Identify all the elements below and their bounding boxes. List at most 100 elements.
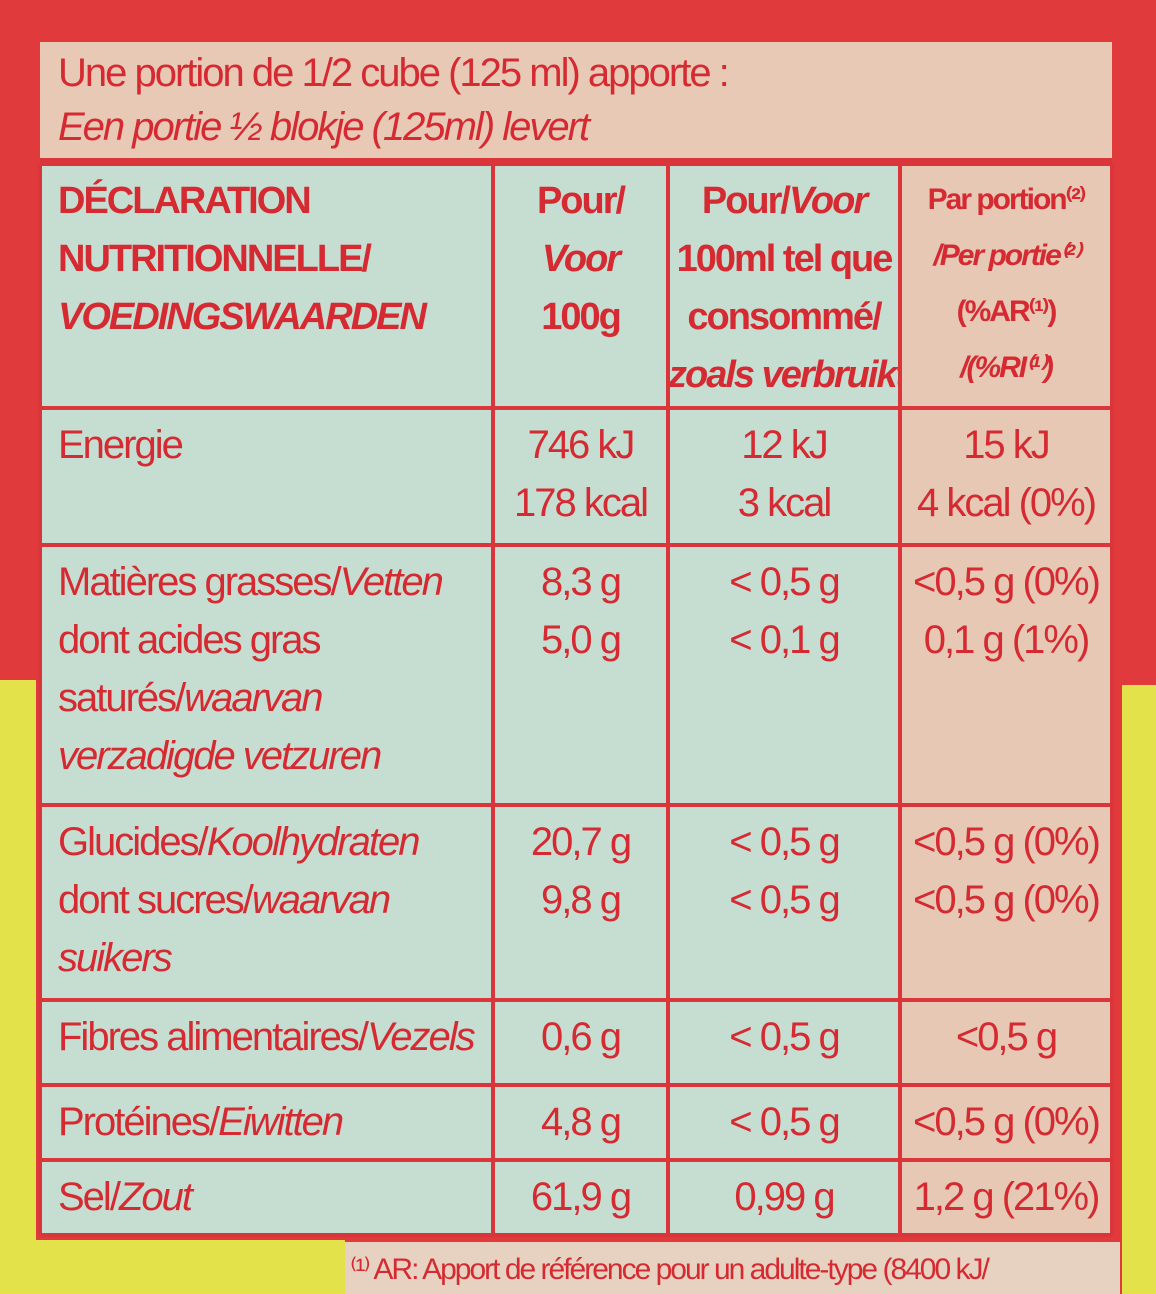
column-rule [666, 164, 670, 1235]
intro: Une portion de 1/2 cube (125 ml) apporte… [40, 46, 1112, 160]
header-cell: Pour/Voor 100g [493, 172, 668, 408]
dutch-text: VOEDINGSWAARDEN [58, 296, 427, 338]
dutch-text: Eiwitten [218, 1100, 344, 1144]
text-line: Energie [58, 416, 493, 474]
dutch-text: Een portie ½ blokje (125ml) levert [58, 105, 590, 149]
row-rule [40, 162, 1112, 166]
dutch-text: verzadigde vetzuren [58, 734, 382, 778]
text-line: Une portion de 1/2 cube (125 ml) apporte… [58, 46, 1112, 100]
footnote: ⁽¹⁾ AR: Apport de référence pour un adul… [350, 1253, 990, 1286]
dutch-text: waarvan [184, 676, 323, 720]
text-line: saturés/waarvan [58, 669, 493, 727]
french-text: NUTRITIONNELLE/ [58, 238, 372, 280]
value: < 0,5 g [729, 560, 840, 604]
value-cell: < 0,5 g < 0,5 g [668, 813, 900, 1000]
text-line: 100ml tel que [668, 230, 900, 288]
row-label: Fibres alimentaires/Vezels [40, 1008, 493, 1085]
text-line: suikers [58, 929, 493, 987]
value: <0,5 g (0%) [913, 878, 1101, 922]
text-line: Sel/Zout [58, 1168, 493, 1226]
text-line: dont sucres/waarvan [58, 871, 493, 929]
text-line: zoals verbruikt [668, 346, 900, 404]
column-rule [491, 164, 495, 1235]
value: 3 kcal [737, 481, 833, 525]
value: <0,5 g (0%) [913, 1100, 1101, 1144]
value-cell: <0,5 g (0%) [900, 1093, 1112, 1160]
row-rule [40, 158, 1112, 162]
row-label: Sel/Zout [40, 1168, 493, 1235]
french-text: 100ml tel que [676, 238, 894, 280]
value: 0,99 g [734, 1175, 835, 1219]
row-rule [40, 803, 1112, 807]
french-text: dont sucres/ [58, 878, 254, 922]
french-text: 100g [541, 296, 622, 338]
text-line: Fibres alimentaires/Vezels [58, 1008, 493, 1066]
french-text: saturés/ [58, 676, 186, 720]
value-cell: <0,5 g [900, 1008, 1112, 1085]
column-rule [1110, 164, 1114, 1235]
french-text: Matières grasses/ [58, 560, 342, 604]
dutch-text: /Per portie⁽²⁾ [933, 239, 1080, 272]
value: 20,7 g [530, 820, 632, 864]
french-text: Par portion⁽²⁾ [927, 183, 1087, 216]
value-cell: 15 kJ 4 kcal (0%) [900, 416, 1112, 545]
value-cell: 0,99 g [668, 1168, 900, 1235]
portion-column [900, 164, 1112, 1235]
value-cell: < 0,5 g [668, 1093, 900, 1160]
value-cell: 0,6 g [493, 1008, 668, 1085]
french-text: Une portion de 1/2 cube (125 ml) apporte… [58, 51, 730, 95]
row-rule [40, 1083, 1112, 1087]
text-line: /(%RI⁽¹⁾) [900, 340, 1112, 396]
french-text: (%AR⁽¹⁾) [956, 295, 1058, 328]
text-line: DÉCLARATION [58, 172, 493, 230]
text-line: Par portion⁽²⁾ [900, 172, 1112, 228]
row-rule [40, 1158, 1112, 1162]
bottom-yellow [0, 1240, 345, 1294]
value-cell: 20,7 g 9,8 g [493, 813, 668, 1000]
dutch-text: Vezels [367, 1015, 476, 1059]
text-line: Pour/Voor [668, 172, 900, 230]
value-cell: 61,9 g [493, 1168, 668, 1235]
value: 1,2 g (21%) [913, 1175, 1101, 1219]
footnote-strip [345, 1242, 1120, 1294]
value: 8,3 g [541, 560, 622, 604]
value: < 0,5 g [729, 820, 840, 864]
row-label: Glucides/Koolhydraten dont sucres/waarvan… [40, 813, 493, 1000]
text-line: Protéines/Eiwitten [58, 1093, 493, 1151]
value: 15 kJ [963, 423, 1051, 467]
value: <0,5 g [955, 1015, 1058, 1059]
text-line: consommé/ [668, 288, 900, 346]
text-line: Matières grasses/Vetten [58, 553, 493, 611]
table-body [40, 164, 900, 1235]
value-cell: 1,2 g (21%) [900, 1168, 1112, 1235]
french-text: DÉCLARATION [58, 180, 312, 222]
dutch-text: waarvan [251, 878, 391, 922]
header-cell: Par portion⁽²⁾ /Per portie⁽²⁾ (%AR⁽¹⁾) /(%R… [900, 172, 1112, 408]
text-line: Een portie ½ blokje (125ml) levert [58, 100, 1112, 154]
value: < 0,5 g [729, 878, 840, 922]
value-cell: 4,8 g [493, 1093, 668, 1160]
value-cell: 746 kJ 178 kcal [493, 416, 668, 545]
value-cell: 12 kJ 3 kcal [668, 416, 900, 545]
value: 0,1 g (1%) [923, 618, 1091, 662]
row-rule [40, 1233, 1112, 1237]
header-cell: DÉCLARATION NUTRITIONNELLE/VOEDINGSWAARDE… [40, 172, 493, 408]
value-cell: <0,5 g (0%) 0,1 g (1%) [900, 553, 1112, 805]
dutch-text: Vetten [339, 560, 444, 604]
value: 12 kJ [741, 423, 829, 467]
left-yellow [0, 680, 36, 1294]
value: 4,8 g [541, 1100, 622, 1144]
text-line: NUTRITIONNELLE/ [58, 230, 493, 288]
dutch-text: Zout [118, 1175, 193, 1219]
french-text: Sel/ [58, 1175, 121, 1219]
text-line: Pour/ [493, 172, 668, 230]
row-rule [40, 406, 1112, 410]
dutch-text: Koolhydraten [206, 820, 421, 864]
dutch-text: /(%RI⁽¹⁾) [960, 351, 1054, 384]
french-text: Protéines/ [58, 1100, 220, 1144]
text-line: 100g [493, 288, 668, 346]
french-text: Pour/ [701, 180, 791, 222]
text-line: /Per portie⁽²⁾ [900, 228, 1112, 284]
french-text: Energie [58, 423, 184, 467]
value-cell: <0,5 g (0%) <0,5 g (0%) [900, 813, 1112, 1000]
